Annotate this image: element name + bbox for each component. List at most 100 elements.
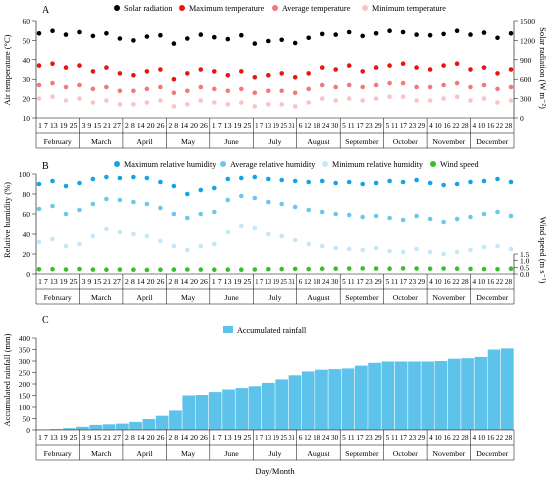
max-rh-point: [360, 181, 366, 187]
panel-b-axes: 0 20 40 60 80 100 0.00.51.01.5: [19, 170, 530, 279]
panel-c-x-month-label: October: [393, 449, 419, 458]
panel-b-x-day-ticks: 4 10 16 22 28: [429, 278, 469, 286]
rainfall-bar: [89, 424, 103, 430]
avg-temp-point: [158, 84, 163, 90]
panel-c-left-tick-label: 350: [19, 346, 31, 355]
panel-b-x-month-label: September: [345, 293, 379, 302]
max-temp-point: [400, 61, 406, 66]
panel-c-x-month-label: June: [224, 449, 239, 458]
panel-a-x-month-label: August: [307, 137, 330, 146]
panel-b-left-tick-label: 80: [23, 190, 31, 199]
panel-a-x-month-label: November: [432, 137, 465, 146]
legend-label-solar: Solar radiation: [124, 4, 172, 13]
panel-a-ylabel-left: Air temperature (°C): [2, 34, 12, 105]
panel-b-x-day-ticks: 5 11 17 23 29: [386, 278, 426, 286]
rainfall-bar: [275, 379, 288, 430]
avg-temp-point: [171, 90, 177, 96]
panel-c-left-tick-label: 50: [23, 415, 31, 424]
panel-b-x-month-label: June: [224, 293, 239, 302]
min-temp-point: [225, 102, 231, 107]
avg-temp-point: [495, 86, 500, 92]
avg-temp-point: [90, 86, 96, 92]
max-rh-point: [212, 185, 217, 191]
avg-temp-point: [387, 80, 392, 86]
panel-c-left-tick-label: 150: [19, 392, 31, 401]
wind-point: [414, 266, 419, 271]
solar-point: [441, 31, 446, 37]
rainfall-bar: [394, 361, 408, 430]
avg-temp-point: [373, 82, 379, 88]
panel-a-x-month-label: July: [269, 137, 282, 146]
min-temp-point: [306, 100, 312, 105]
min-rh-point: [414, 246, 419, 252]
max-rh-point: [50, 178, 55, 184]
rainfall-bar: [248, 386, 262, 430]
avg-rh-point: [144, 201, 150, 207]
panel-c-x-month-label: September: [345, 449, 379, 458]
avg-rh-point: [279, 201, 285, 207]
panel-a-x-month-label: February: [44, 137, 72, 146]
panel-b-right-tick-label: 1.0: [520, 257, 530, 266]
avg-temp-point: [104, 84, 109, 90]
wind-point: [454, 266, 460, 272]
min-rh-point: [319, 243, 325, 249]
panel-a-x-day-ticks: 4 10 16 22 28: [473, 122, 513, 130]
rainfall-bar: [341, 368, 355, 430]
panel-b-x-month-label: August: [307, 293, 330, 302]
min-temp-point: [292, 104, 298, 109]
legend-label-rain: Accumulated rainfall: [237, 326, 307, 335]
panel-b-left-tick-label: 0: [26, 270, 30, 279]
min-temp-point: [144, 100, 150, 105]
max-rh-point: [454, 181, 460, 187]
avg-rh-point: [319, 209, 325, 215]
avg-rh-point: [63, 211, 69, 217]
avg-rh-point: [333, 211, 339, 217]
max-temp-point: [414, 65, 419, 70]
wind-point: [495, 266, 500, 272]
min-rh-point: [185, 247, 190, 253]
solar-point: [400, 29, 406, 35]
wind-point: [441, 266, 446, 271]
panel-a-x-day-ticks: 1 7 13 19 25: [212, 122, 252, 130]
panel-a-left-tick-label: 60: [23, 17, 31, 26]
solar-point: [468, 32, 473, 37]
max-temp-point: [427, 67, 433, 72]
max-rh-point: [90, 176, 96, 182]
max-temp-point: [239, 69, 244, 74]
solar-point: [266, 38, 271, 44]
max-temp-point: [481, 65, 487, 70]
avg-temp-point: [508, 84, 514, 90]
max-rh-point: [319, 178, 325, 184]
solar-point: [117, 36, 123, 41]
avg-rh-point: [481, 211, 487, 217]
avg-temp-point: [319, 82, 325, 88]
min-rh-point: [36, 239, 42, 245]
min-temp-point: [36, 96, 42, 101]
min-rh-point: [360, 247, 366, 253]
panel-b-x-month-label: December: [476, 293, 508, 302]
panel-a-x-month-label: September: [345, 137, 379, 146]
wind-point: [306, 266, 312, 272]
solar-point: [90, 33, 96, 39]
max-temp-point: [185, 71, 190, 76]
legend-marker-solar: [114, 5, 120, 11]
min-rh-point: [508, 246, 514, 252]
panel-c-x-month-label: November: [432, 449, 465, 458]
panel-a-x-day-ticks: 1 7 13 19 25 31: [255, 122, 295, 130]
wind-point: [387, 266, 392, 272]
max-rh-point: [171, 183, 177, 189]
panel-a-x-day-ticks: 2 8 14 20 26: [168, 122, 208, 130]
avg-rh-point: [373, 213, 379, 219]
panel-c-axes: 0 50 100 150 200 250 300 350 400: [19, 334, 37, 435]
min-rh-point: [481, 244, 487, 250]
panel-a-right-tick-label: 0: [520, 114, 524, 123]
wind-point: [481, 266, 487, 272]
panel-a-x-day-ticks: 5 11 17 23 29: [342, 122, 382, 130]
panel-a-x-day-ticks: 5 11 17 23 29: [386, 122, 426, 130]
rainfall-bar: [487, 349, 501, 430]
max-rh-point: [279, 177, 285, 183]
rainfall-bar: [222, 389, 235, 430]
panel-c-left-tick-label: 100: [19, 403, 31, 412]
avg-temp-point: [306, 86, 312, 92]
avg-rh-point: [441, 219, 446, 225]
